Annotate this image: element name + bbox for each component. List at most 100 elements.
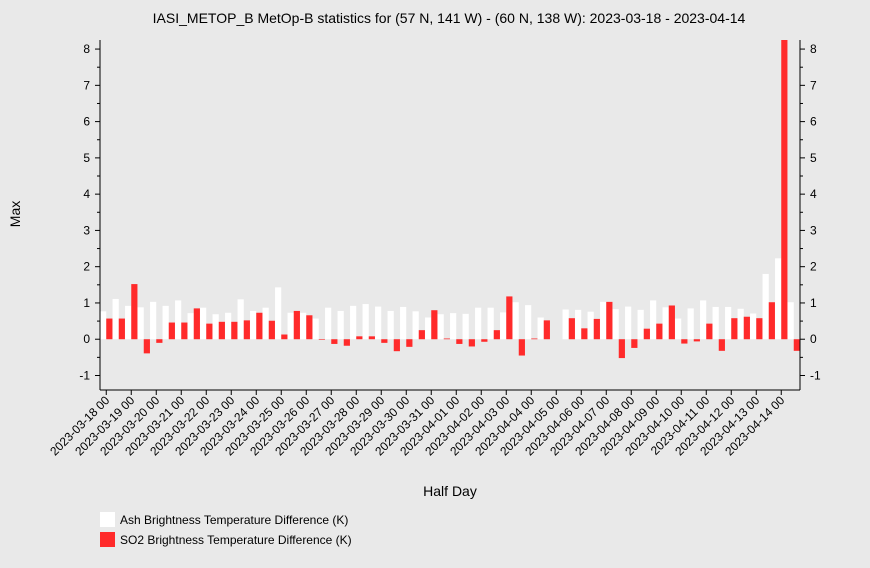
bar-so2 bbox=[768, 302, 775, 340]
bar-ash bbox=[162, 305, 169, 340]
bar-so2 bbox=[593, 318, 600, 340]
bar-so2 bbox=[131, 284, 138, 340]
y-tick-label-right: 2 bbox=[810, 260, 817, 274]
bar-so2 bbox=[656, 323, 663, 340]
y-tick-label-left: 0 bbox=[83, 332, 90, 346]
bar-ash bbox=[762, 273, 769, 340]
y-tick-label-right: 4 bbox=[810, 187, 817, 201]
bar-so2 bbox=[681, 339, 688, 344]
bar-so2 bbox=[731, 318, 738, 340]
bar-ash bbox=[362, 304, 369, 340]
bar-so2 bbox=[468, 339, 475, 347]
bar-ash bbox=[250, 310, 257, 340]
bar-so2 bbox=[531, 338, 538, 340]
bar-ash bbox=[100, 311, 107, 340]
y-tick-label-left: 3 bbox=[83, 223, 90, 237]
bar-so2 bbox=[231, 321, 238, 340]
bar-so2 bbox=[381, 339, 388, 343]
y-tick-label-left: 2 bbox=[83, 260, 90, 274]
y-tick-label-left: 5 bbox=[83, 151, 90, 165]
y-tick-label-right: 3 bbox=[810, 223, 817, 237]
bar-ash bbox=[150, 301, 157, 340]
bar-ash bbox=[237, 299, 244, 340]
bar-ash bbox=[787, 302, 794, 340]
bar-ash bbox=[262, 307, 269, 340]
bar-so2 bbox=[106, 318, 113, 340]
bar-ash bbox=[300, 312, 307, 340]
bar-ash bbox=[425, 317, 432, 340]
bar-ash bbox=[637, 309, 644, 340]
bar-ash bbox=[675, 318, 682, 340]
bar-ash bbox=[462, 313, 469, 340]
bar-so2 bbox=[306, 315, 313, 340]
y-tick-label-left: 4 bbox=[83, 187, 90, 201]
bar-ash bbox=[387, 310, 394, 340]
y-tick-label-right: 5 bbox=[810, 151, 817, 165]
bar-ash bbox=[125, 305, 132, 340]
bar-so2 bbox=[243, 320, 250, 340]
y-tick-label-right: 0 bbox=[810, 332, 817, 346]
bar-so2 bbox=[181, 322, 188, 340]
bar-ash bbox=[212, 314, 219, 340]
bar-ash bbox=[750, 313, 757, 340]
bar-so2 bbox=[456, 339, 463, 344]
bar-ash bbox=[412, 311, 419, 340]
bar-ash bbox=[487, 307, 494, 340]
bar-so2 bbox=[393, 339, 400, 352]
bar-so2 bbox=[668, 305, 675, 340]
bar-so2 bbox=[343, 339, 350, 346]
bar-so2 bbox=[493, 330, 500, 340]
bar-ash bbox=[612, 309, 619, 340]
bar-ash bbox=[475, 307, 482, 340]
bar-so2 bbox=[718, 339, 725, 351]
bar-ash bbox=[287, 312, 294, 340]
x-axis-label: Half Day bbox=[423, 483, 477, 499]
bar-ash bbox=[275, 287, 282, 340]
bar-ash bbox=[312, 318, 319, 340]
bar-ash bbox=[500, 312, 507, 340]
bar-ash bbox=[562, 309, 569, 340]
bar-ash bbox=[575, 309, 582, 340]
bar-so2 bbox=[318, 339, 325, 340]
bar-ash bbox=[375, 306, 382, 340]
bar-so2 bbox=[743, 316, 750, 340]
bar-so2 bbox=[506, 296, 513, 340]
y-tick-label-left: 8 bbox=[83, 42, 90, 56]
bar-ash bbox=[525, 305, 532, 340]
bar-ash bbox=[600, 301, 607, 340]
bar-so2 bbox=[581, 328, 588, 340]
bar-ash bbox=[650, 300, 657, 340]
bar-ash bbox=[725, 306, 732, 340]
bar-so2 bbox=[431, 310, 438, 340]
bar-so2 bbox=[268, 320, 275, 340]
bar-ash bbox=[400, 306, 407, 340]
bar-so2 bbox=[193, 308, 200, 340]
bar-ash bbox=[537, 317, 544, 340]
bar-so2 bbox=[418, 330, 425, 340]
bar-so2 bbox=[293, 310, 300, 340]
bar-ash bbox=[112, 298, 119, 340]
bar-ash bbox=[137, 307, 144, 340]
bar-so2 bbox=[368, 336, 375, 340]
bar-so2 bbox=[643, 328, 650, 340]
bar-so2 bbox=[206, 323, 213, 340]
bar-so2 bbox=[543, 320, 550, 340]
y-tick-label-left: 7 bbox=[83, 78, 90, 92]
bar-so2 bbox=[793, 339, 800, 351]
bars-layer bbox=[100, 40, 800, 359]
bar-so2 bbox=[406, 339, 413, 347]
bar-so2 bbox=[331, 339, 338, 344]
bar-so2 bbox=[618, 339, 625, 359]
y-axis-label: Max bbox=[7, 201, 23, 227]
bar-so2 bbox=[706, 323, 713, 340]
bar-so2 bbox=[518, 339, 525, 356]
bar-ash bbox=[325, 307, 332, 340]
bar-ash bbox=[700, 300, 707, 340]
bar-ash bbox=[712, 306, 719, 340]
bar-ash bbox=[775, 258, 782, 340]
y-tick-label-left: -1 bbox=[79, 368, 90, 382]
bar-ash bbox=[450, 313, 457, 340]
bar-ash bbox=[175, 300, 182, 340]
